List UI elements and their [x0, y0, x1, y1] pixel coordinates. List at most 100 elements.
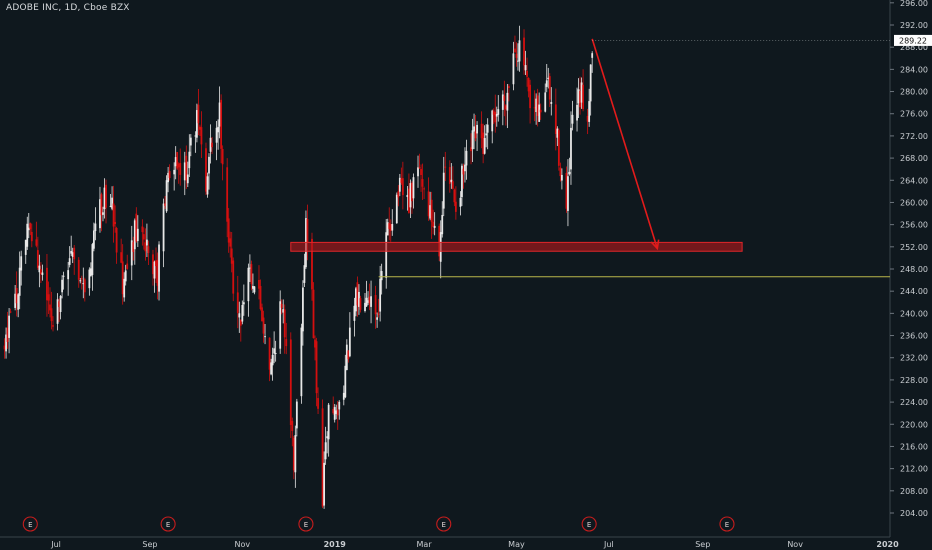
candle-body — [39, 269, 42, 275]
candle-body — [459, 197, 462, 207]
candle — [474, 115, 477, 142]
time-tick-label: May — [508, 540, 525, 549]
candle-body — [538, 104, 541, 122]
candle-body — [335, 410, 338, 414]
candle-body — [217, 126, 219, 133]
candle — [557, 128, 560, 171]
earnings-marker[interactable]: E — [22, 516, 38, 532]
candle — [409, 179, 412, 219]
candle-body — [327, 404, 330, 440]
candle-body — [338, 401, 341, 410]
candle-body — [423, 188, 425, 190]
candle-body — [576, 104, 578, 121]
candle — [554, 88, 557, 151]
candle — [355, 286, 357, 317]
candle — [417, 155, 419, 188]
candle — [550, 87, 553, 116]
candle-body — [450, 179, 453, 183]
candle — [115, 226, 118, 264]
candle — [35, 221, 38, 248]
candlesticks — [3, 25, 594, 509]
candle — [461, 163, 463, 207]
candle — [576, 87, 578, 132]
candle — [73, 244, 76, 275]
price-tick-label: 204.00 — [900, 509, 928, 518]
candle-body — [17, 294, 20, 310]
candle-body — [238, 313, 241, 318]
candle — [70, 235, 73, 256]
candle-body — [312, 289, 315, 339]
candle-body — [250, 264, 253, 285]
candle — [215, 121, 218, 161]
candle-body — [401, 178, 404, 196]
candle-body — [560, 174, 563, 181]
candle-body — [68, 258, 71, 265]
candle — [568, 157, 571, 176]
candle — [571, 100, 574, 131]
candle-body — [494, 111, 497, 123]
time-axis[interactable]: Jul Sep Nov 2019 Mar May Jul Sep Nov 2020 — [50, 540, 899, 549]
candle — [183, 151, 186, 196]
candle-body — [385, 232, 388, 278]
candle-body — [6, 327, 9, 342]
price-axis[interactable]: 296.00 292.00 288.00 284.00 280.00 276.00 272.… — [890, 0, 932, 518]
candle-body — [321, 408, 324, 507]
earnings-marker[interactable]: E — [160, 516, 176, 532]
candle-body — [374, 294, 377, 315]
candle-body — [102, 212, 104, 215]
candle-body — [545, 80, 548, 87]
candle — [165, 175, 168, 213]
candle — [433, 212, 436, 236]
candle-body — [348, 327, 351, 357]
candle — [503, 80, 506, 117]
earnings-marker[interactable]: E — [719, 516, 735, 532]
candle — [273, 331, 276, 364]
candle-body — [570, 127, 572, 170]
candle-body — [195, 110, 198, 138]
candle — [49, 287, 51, 318]
candle — [514, 35, 516, 54]
candle-body — [397, 191, 400, 198]
candle — [314, 335, 316, 361]
candle — [527, 77, 530, 98]
candle-body — [491, 110, 494, 132]
earnings-marker[interactable]: E — [436, 516, 452, 532]
candle-body — [518, 40, 521, 62]
candle — [420, 164, 422, 192]
candle — [312, 282, 315, 339]
price-tick-label: 236.00 — [900, 332, 928, 341]
candle — [506, 83, 509, 129]
candle-body — [77, 259, 80, 280]
candle-body — [268, 337, 271, 370]
candle — [406, 186, 409, 211]
candle — [577, 78, 580, 118]
candle-body — [485, 133, 488, 136]
candle-body — [376, 317, 379, 320]
candle — [230, 232, 233, 273]
candle-body — [462, 168, 465, 175]
candle — [507, 84, 510, 102]
candle — [412, 173, 415, 209]
candle — [274, 340, 277, 362]
earnings-marker[interactable]: E — [298, 516, 314, 532]
earnings-marker[interactable]: E — [581, 516, 597, 532]
candle — [238, 301, 241, 333]
candle — [370, 280, 372, 324]
candle-body — [332, 408, 335, 414]
projection-arrow-line[interactable] — [591, 38, 659, 249]
candle — [408, 173, 410, 214]
candle — [526, 57, 528, 87]
symbol-title[interactable]: ADOBE INC, 1D, Cboe BZX — [6, 3, 130, 13]
candle — [292, 435, 295, 480]
candle-body — [365, 297, 368, 307]
candle — [559, 162, 562, 182]
resistance-zone-rectangle[interactable] — [290, 241, 743, 252]
candle — [545, 64, 548, 93]
candle-body — [311, 238, 313, 290]
candle-body — [168, 171, 171, 179]
time-tick-label: Jul — [50, 540, 61, 549]
candle-body — [527, 77, 530, 92]
candle — [336, 400, 339, 430]
